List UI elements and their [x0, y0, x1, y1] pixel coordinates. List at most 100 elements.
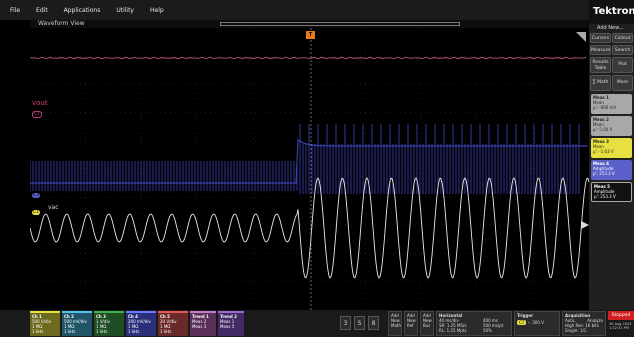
run-status-badge[interactable]: Stopped 30 Aug 2024 1:22:31 PM	[608, 311, 634, 336]
math-icon: ∑	[592, 80, 598, 85]
meas-title: Meas 5	[594, 184, 610, 189]
math-3-button[interactable]: 3	[340, 316, 351, 330]
left-strip	[0, 20, 30, 310]
badge-line: Meas 5	[220, 324, 235, 329]
plot-button[interactable]: Plot	[612, 57, 633, 73]
badge-name: Ch 4	[128, 314, 138, 319]
waveform-plot[interactable]: T vout C7 C3 C1 vac	[30, 28, 589, 310]
badge-name: Trend 2	[220, 314, 237, 319]
acquisition-count: Single: 1/1	[565, 328, 587, 333]
results-table-button[interactable]: Results Table	[590, 57, 611, 73]
ref-5-button[interactable]: 5	[354, 316, 365, 330]
ch2-badge[interactable]: Ch 2 500 mV/div 1 MΩ 1 kHz	[62, 311, 92, 336]
meas-line: μ': -1.63 V	[593, 149, 614, 154]
trigger-badge[interactable]: Trigger C7 ⌐ 300 V	[514, 311, 560, 336]
ch4-badge[interactable]: Ch 4 200 mV/div 1 MΩ 1 kHz	[126, 311, 156, 336]
badge-line: 1 V/div	[96, 319, 110, 324]
horizontal-scale: 40 ms/div	[439, 318, 459, 323]
horizontal-badge[interactable]: Horizontal 40 ms/div SR: 1.25 MS/s RL: 1…	[436, 311, 512, 336]
badge-line: Meas 1	[220, 319, 235, 324]
status-time: 1:22:31 PM	[609, 326, 629, 330]
badge-name: Trend 1	[192, 314, 209, 319]
meas-line: Amplitude	[593, 166, 614, 171]
meas-3-badge[interactable]: Meas 3 Mean μ': -1.63 V	[591, 138, 632, 158]
more-button[interactable]: More	[612, 75, 633, 91]
add-new-ref-button[interactable]: Add New Ref	[404, 311, 418, 336]
meas-line: Amplitude	[594, 189, 615, 194]
badge-line: Meas 3	[192, 324, 207, 329]
meas-2-badge[interactable]: Meas 2 Mean μ': 5.00 V	[591, 116, 632, 136]
badge-line: 20 V/div	[160, 319, 177, 324]
acquisition-analyze: Analyze	[587, 318, 603, 323]
badge-line: 1 MΩ	[160, 324, 171, 329]
meas-1-badge[interactable]: Meas 1 Mean μ': -600 mV	[591, 94, 632, 114]
ch5-waveform	[30, 56, 587, 60]
c1-channel-tag[interactable]: C1	[32, 210, 41, 215]
math-button-label: Math	[597, 80, 609, 85]
trend-1-badge[interactable]: Trend 1 Meas 2 Meas 3	[190, 311, 216, 336]
badge-name: Ch 2	[64, 314, 74, 319]
zoom-corner-icon[interactable]	[576, 32, 586, 42]
badge-line: 1 kHz	[64, 329, 76, 334]
menu-applications[interactable]: Applications	[63, 6, 101, 14]
horizontal-position: 400 ms	[483, 318, 498, 323]
menu-edit[interactable]: Edit	[36, 6, 48, 14]
c3-channel-tag[interactable]: C3	[32, 193, 41, 198]
meas-line: μ': 253.3 V	[594, 194, 616, 199]
badge-line: 1 kHz	[160, 329, 172, 334]
meas-line: μ': 253.3 V	[593, 171, 615, 176]
search-button[interactable]: Search	[612, 45, 633, 55]
waveform-view-header: Waveform View	[30, 20, 589, 28]
meas-5-badge[interactable]: Meas 5 Amplitude μ': 253.3 V	[591, 182, 632, 202]
badge-line: 500 V/div	[32, 319, 52, 324]
trigger-level: 300 V	[532, 320, 544, 325]
stopped-indicator: Stopped	[608, 311, 634, 320]
horizontal-title: Horizontal	[439, 313, 463, 318]
ch4-waveform	[30, 124, 580, 194]
horizontal-sample-rate: SR: 1.25 MS/s	[439, 323, 467, 328]
badge-line: 200 mV/div	[128, 319, 151, 324]
measure-button[interactable]: Measure	[590, 45, 611, 55]
add-new-math-button[interactable]: Add New Math	[388, 311, 402, 336]
trigger-source: C7	[517, 320, 527, 325]
meas-title: Meas 1	[593, 95, 609, 100]
vout-waveform	[30, 138, 588, 184]
acquisition-mode: Auto,	[565, 318, 576, 323]
meas-title: Meas 3	[593, 139, 609, 144]
vout-label: vout	[32, 99, 48, 107]
ch3-badge[interactable]: Ch 3 1 V/div 1 MΩ 1 kHz	[94, 311, 124, 336]
right-panel: Add New... Cursors Callout Measure Searc…	[589, 24, 634, 337]
badge-line: 1 kHz	[128, 329, 140, 334]
trigger-title: Trigger	[517, 313, 534, 318]
meas-line: Mean	[593, 122, 604, 127]
cursors-button[interactable]: Cursors	[590, 33, 611, 43]
add-new-label: Add New...	[597, 25, 624, 31]
badge-line: 1 MΩ	[32, 324, 43, 329]
badge-line: 1 MΩ	[128, 324, 139, 329]
badge-line: 500 mV/div	[64, 319, 87, 324]
record-timeline[interactable]	[220, 22, 460, 26]
menu-file[interactable]: File	[10, 6, 21, 14]
bus-8-button[interactable]: 8	[368, 316, 379, 330]
ch5-badge[interactable]: Ch 5 20 V/div 1 MΩ 1 kHz	[158, 311, 188, 336]
meas-line: μ': -600 mV	[593, 105, 617, 110]
ch1-badge[interactable]: Ch 1 500 V/div 1 MΩ 1 kHz	[30, 311, 60, 336]
horizontal-record-length: RL: 1.25 Mpts	[439, 328, 467, 333]
badge-line: 1 MΩ	[96, 324, 107, 329]
meas-title: Meas 4	[593, 161, 609, 166]
menu-help[interactable]: Help	[149, 6, 164, 14]
menu-utility[interactable]: Utility	[116, 6, 134, 14]
math-button[interactable]: ∑ Math	[590, 75, 611, 91]
add-new-bus-button[interactable]: Add New Bus	[420, 311, 434, 336]
trigger-level-arrow-icon[interactable]	[581, 221, 589, 229]
vac-waveform	[30, 177, 589, 279]
acquisition-badge[interactable]: Acquisition Auto, High Res: 16 bits Sing…	[562, 311, 606, 336]
meas-4-badge[interactable]: Meas 4 Amplitude μ': 253.3 V	[591, 160, 632, 180]
callout-button[interactable]: Callout	[612, 33, 633, 43]
vout-channel-tag[interactable]: C7	[32, 111, 43, 118]
meas-line: μ': 5.00 V	[593, 127, 613, 132]
trigger-marker[interactable]: T	[306, 31, 315, 39]
badge-line: 1 kHz	[96, 329, 108, 334]
trend-2-badge[interactable]: Trend 2 Meas 1 Meas 5	[218, 311, 244, 336]
horizontal-delay-percent: 50%	[483, 328, 492, 333]
